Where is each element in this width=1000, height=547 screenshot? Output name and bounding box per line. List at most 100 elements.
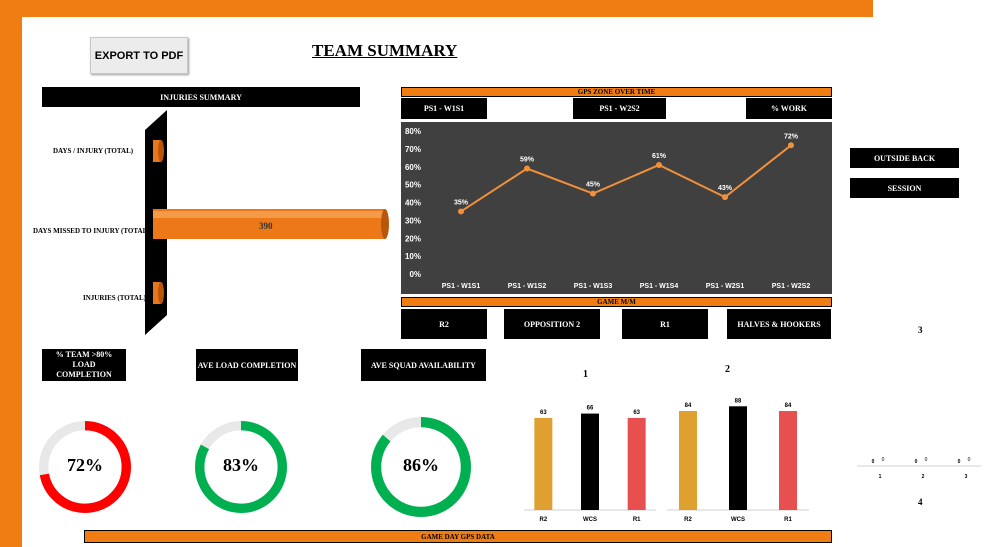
gps-filter-metric[interactable]: % WORK [746,98,832,119]
kpi-donut-ave-load [195,421,287,513]
donut-fill [370,416,472,518]
gps-point [458,208,464,215]
kpi-donut-team-load [39,421,131,513]
gps-value-label: 61% [652,153,667,160]
gps-filter-start[interactable]: PS1 - W1S1 [401,98,487,119]
gps-y-tick: 80% [405,127,421,136]
game-filter-opposition[interactable]: OPPOSITION 2 [504,309,600,339]
injury-bar-injuries-total [153,282,164,304]
gps-y-tick: 50% [405,181,421,190]
gps-y-tick: 10% [405,252,421,261]
game-mm-header: GAME M/M [401,297,832,307]
bar-category-label: WCS [583,517,597,523]
bar-chart-2-title: 2 [725,364,730,375]
donut-fill [195,421,287,513]
bar [581,413,599,510]
bar-value-label: 84 [785,403,792,409]
bar-chart-1: 63 R2 66 WCS 63 R1 [524,406,656,523]
injuries-chart [145,110,389,335]
kpi-title-squad-availability: AVE SQUAD AVAILABILITY [361,349,486,381]
gps-point [788,142,794,149]
gps-filter-end[interactable]: PS1 - W2S2 [573,98,666,119]
bar-category-label: WCS [731,517,745,523]
gps-value-label: 35% [454,199,469,206]
game-filter-r2[interactable]: R2 [401,309,487,339]
mini-value-label: 0 [925,457,928,463]
gps-point [524,165,530,172]
outside-back-button[interactable]: OUTSIDE BACK [850,148,959,168]
bar-category-label: R2 [539,517,547,523]
mini-category-label: 2 [922,474,925,480]
mini-chart: 0 0 1 0 0 2 0 0 3 [857,457,981,480]
kpi-title-team-load: % TEAM >80% LOAD COMPLETION [42,349,126,381]
gps-point [722,194,728,201]
gps-y-tick: 60% [405,163,421,172]
gps-y-tick: 0% [409,270,421,279]
gps-y-tick: 30% [405,216,421,225]
gps-value-label: 72% [784,133,799,140]
kpi-donut-squad-availability [370,416,472,518]
mini-chart-title-bottom: 4 [918,497,923,507]
gps-value-label: 59% [520,157,535,164]
mini-value-label: 0 [915,459,918,465]
bar-category-label: R2 [684,517,692,523]
game-filter-position[interactable]: HALVES & HOOKERS [727,309,831,339]
injury-bar-days-per-injury [153,140,164,162]
gps-y-tick: 70% [405,145,421,154]
bar-value-label: 66 [587,406,594,412]
bar [627,417,646,510]
injury-label-injuries-total: INJURIES (TOTAL) [83,294,146,302]
bar-value-label: 84 [685,403,692,409]
gps-x-tick: PS1 - W2S2 [772,283,811,290]
bar-value-label: 63 [540,410,547,416]
bar [779,411,797,510]
bar-value-label: 88 [735,398,742,404]
mini-chart-title-top: 3 [918,325,923,335]
injuries-summary-header: INJURIES SUMMARY [42,87,360,107]
kpi-value-team-load: 72% [67,455,103,475]
gps-zone-header: GPS ZONE OVER TIME [401,87,832,97]
mini-category-label: 1 [879,474,882,480]
page-title: TEAM SUMMARY [312,41,458,60]
gps-line-chart: 0% 10% 20% 30% 40% 50% 60% 70% 80% 35% PS1 - W1S1 5… [405,127,811,290]
mini-value-label: 0 [872,459,875,465]
bar [729,406,747,510]
kpi-value-ave-load: 83% [223,455,259,475]
bar-chart-1-title: 1 [583,369,588,380]
injury-value-days-missed: 390 [259,221,273,231]
injury-bar-days-missed [153,209,389,239]
bar-category-label: R1 [784,517,792,523]
injury-label-days-per-injury: DAYS / INJURY (TOTAL) [53,147,134,155]
mini-category-label: 3 [965,474,968,480]
game-day-gps-footer: GAME DAY GPS DATA [84,530,832,543]
gps-point [590,190,596,197]
bar-category-label: R1 [633,517,641,523]
mini-value-label: 0 [958,459,961,465]
gps-x-tick: PS1 - W1S2 [508,283,547,290]
bar-chart-2: 84 R2 88 WCS 84 R1 [667,398,809,523]
bar [534,417,553,510]
gps-point [656,161,662,168]
gps-x-tick: PS1 - W1S1 [442,283,481,290]
bar-value-label: 63 [633,410,640,416]
gps-y-tick: 40% [405,199,421,208]
kpi-value-squad-availability: 86% [403,455,439,475]
gps-value-label: 43% [718,185,733,192]
gps-x-tick: PS1 - W2S1 [706,283,745,290]
mini-value-label: 0 [882,457,885,463]
left-frame-bar [0,0,22,547]
game-filter-r1[interactable]: R1 [622,309,708,339]
gps-line-chart-panel: 0% 10% 20% 30% 40% 50% 60% 70% 80% 35% PS1 - W1S1 5… [401,122,832,294]
gps-x-tick: PS1 - W1S4 [640,283,679,290]
gps-value-label: 45% [586,182,601,189]
gps-series-line [460,144,792,213]
top-frame-bar [0,0,873,17]
kpi-title-ave-load: AVE LOAD COMPLETION [196,349,298,381]
session-button[interactable]: SESSION [850,178,959,198]
export-pdf-button[interactable]: EXPORT TO PDF [90,37,188,74]
mini-value-label: 0 [968,457,971,463]
gps-x-tick: PS1 - W1S3 [574,283,613,290]
injury-label-days-missed: DAYS MISSED TO INJURY (TOTAL) [33,227,150,235]
donut-fill [39,421,131,513]
bar [679,411,697,510]
